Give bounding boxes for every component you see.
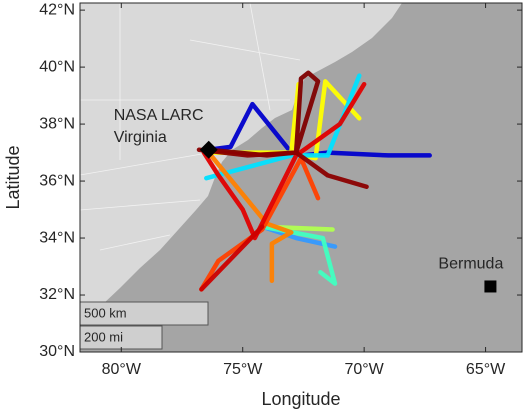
y-tick-label: 42°N (39, 1, 75, 18)
y-tick-label: 36°N (39, 172, 75, 189)
site-marker (199, 140, 218, 159)
site-label: Bermuda (438, 256, 503, 273)
y-tick-label: 40°N (39, 58, 75, 75)
y-tick-label: 38°N (39, 115, 75, 132)
site-label: Virginia (114, 129, 167, 146)
x-tick-label: 75°W (223, 361, 263, 378)
state-borders (79, 2, 301, 251)
site-marker (484, 280, 497, 293)
x-tick-label: 70°W (344, 361, 384, 378)
y-tick-label: 30°N (39, 343, 75, 360)
flight-track (201, 81, 367, 241)
y-tick-label: 32°N (39, 286, 75, 303)
x-tick-label: 80°W (102, 361, 142, 378)
flight-track (196, 147, 369, 190)
flight-track (199, 224, 265, 292)
axes-frame (79, 2, 523, 353)
scale-bar-label: 500 km (84, 305, 127, 320)
x-axis-label: Longitude (261, 389, 340, 409)
land (80, 3, 402, 352)
y-tick-label: 34°N (39, 229, 75, 246)
flight-track (204, 147, 294, 284)
y-axis-label: Latitude (3, 145, 23, 209)
x-tick-label: 65°W (466, 361, 506, 378)
scale-bar-label: 200 mi (84, 329, 123, 344)
site-label: NASA LARC (114, 107, 204, 124)
